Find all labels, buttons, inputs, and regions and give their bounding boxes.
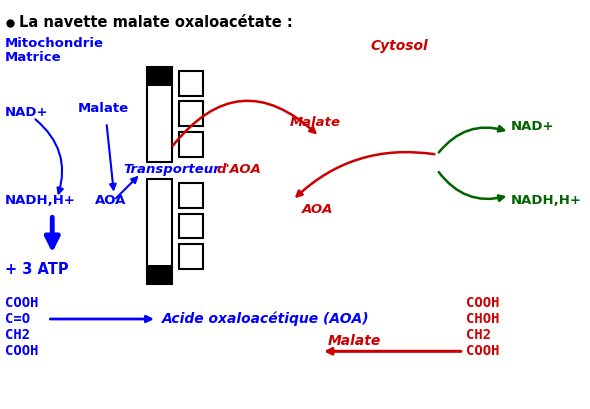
Bar [179, 71, 204, 96]
Text: CHOH: CHOH [466, 312, 499, 326]
Bar [179, 132, 204, 157]
Text: NAD+: NAD+ [511, 119, 555, 133]
Text: NADH,H+: NADH,H+ [511, 194, 582, 207]
Text: La navette malate oxaloacétate :: La navette malate oxaloacétate : [19, 15, 293, 30]
Text: COOH: COOH [466, 344, 499, 358]
Bar [148, 67, 172, 162]
Text: COOH: COOH [5, 296, 38, 310]
Bar [179, 101, 204, 126]
Text: Transporteur: Transporteur [123, 163, 220, 176]
Text: C=O: C=O [5, 312, 30, 326]
Text: AOA: AOA [95, 194, 126, 207]
Bar [179, 213, 204, 238]
Text: d'AOA: d'AOA [217, 163, 261, 176]
Bar [148, 67, 172, 86]
Bar [148, 179, 172, 284]
Text: NADH,H+: NADH,H+ [5, 194, 76, 207]
Text: Malate: Malate [78, 101, 129, 115]
Text: Malate: Malate [328, 334, 381, 348]
Bar [148, 265, 172, 284]
Text: CH2: CH2 [466, 328, 491, 342]
Text: Acide oxaloacétique (AOA): Acide oxaloacétique (AOA) [162, 312, 369, 326]
Text: COOH: COOH [466, 296, 499, 310]
Text: NAD+: NAD+ [5, 106, 48, 119]
Text: Malate: Malate [290, 116, 341, 129]
Text: COOH: COOH [5, 344, 38, 358]
Text: AOA: AOA [302, 203, 333, 216]
Text: CH2: CH2 [5, 328, 30, 342]
Bar [179, 183, 204, 208]
Bar [179, 244, 204, 269]
Text: Mitochondrie: Mitochondrie [5, 37, 104, 50]
Text: Cytosol: Cytosol [371, 39, 428, 53]
Text: Matrice: Matrice [5, 51, 61, 64]
Text: + 3 ATP: + 3 ATP [5, 262, 68, 277]
